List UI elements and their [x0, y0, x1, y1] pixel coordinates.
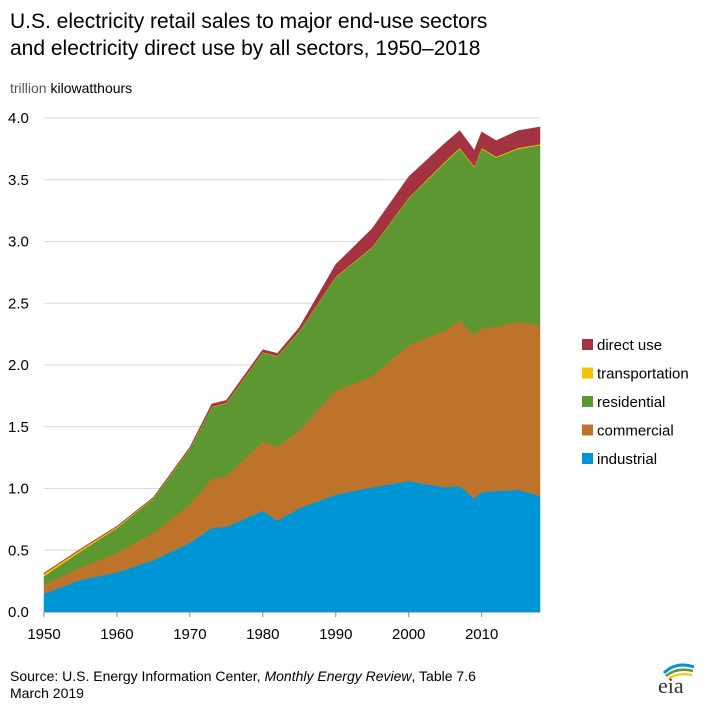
logo-text: eia: [658, 673, 684, 697]
x-tick-label: 1990: [319, 626, 352, 643]
legend-label: transportation: [597, 366, 689, 383]
legend-swatch: [582, 339, 593, 350]
legend-swatch: [582, 424, 593, 436]
source-italic: Monthly Energy Review: [264, 668, 412, 684]
source-suffix: , Table 7.6: [411, 668, 476, 684]
legend-swatch: [582, 396, 593, 407]
chart-title-line1: U.S. electricity retail sales to major e…: [10, 10, 488, 33]
y-tick-label: 2.5: [8, 295, 29, 312]
legend-label: residential: [597, 394, 665, 411]
legend-label: industrial: [597, 451, 657, 468]
units-suffix: kilowatthours: [50, 80, 133, 96]
chart-title-line2: and electricity direct use by all sector…: [10, 37, 481, 60]
stacked-area-chart: 0.0 0.5 1.0 1.5 2.0 2.5 3.0 3.5 4.0 1950 1960 1970 1…: [8, 110, 689, 643]
y-tick-label: 1.0: [8, 481, 29, 498]
y-tick-label: 4.0: [8, 110, 29, 127]
legend-label: direct use: [597, 337, 662, 354]
source-date: March 2019: [10, 685, 84, 701]
y-tick-label: 3.0: [8, 234, 29, 251]
legend-label: commercial: [597, 423, 674, 440]
units-label: trillion kilowatthours: [10, 80, 132, 96]
legend-swatch: [582, 453, 593, 464]
chart-title: U.S. electricity retail sales to major e…: [10, 8, 700, 62]
area-direct-use: [43, 126, 541, 575]
x-tick-label: 1950: [27, 626, 60, 643]
x-tick-label: 1960: [100, 626, 133, 643]
y-tick-label: 2.0: [8, 357, 29, 374]
eia-logo: eia: [658, 663, 695, 697]
y-tick-label: 3.5: [8, 172, 29, 189]
units-prefix: trillion: [10, 80, 47, 96]
x-tick-label: 1970: [173, 626, 206, 643]
legend-swatch: [582, 367, 593, 379]
x-tick-label: 1980: [246, 626, 279, 643]
y-tick-label: 0.5: [8, 542, 29, 559]
source-prefix: Source: U.S. Energy Information Center,: [10, 668, 265, 684]
y-tick-label: 1.5: [8, 419, 29, 436]
x-tick-label: 2010: [465, 626, 498, 643]
x-tick-label: 2000: [392, 626, 425, 643]
y-tick-label: 0.0: [8, 604, 29, 621]
source-note: Source: U.S. Energy Information Center, …: [10, 668, 476, 702]
